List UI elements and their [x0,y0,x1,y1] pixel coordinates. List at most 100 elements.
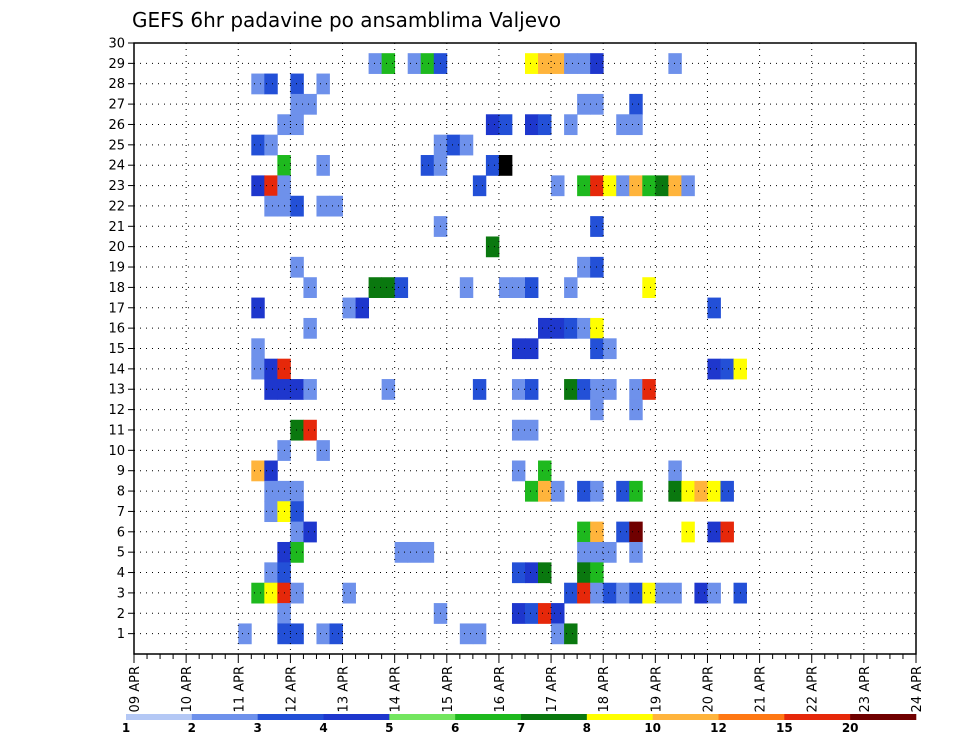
heatmap-cell [290,73,304,95]
heatmap-cell [538,114,552,136]
heatmap-cell [603,379,617,400]
heatmap-cell [564,317,578,339]
heatmap-cell [551,317,565,339]
y-tick-label: 25 [108,138,125,153]
heatmap-cell [251,460,265,482]
heatmap-cell [525,114,539,136]
heatmap-cell [485,114,500,136]
heatmap-cell [668,480,682,502]
heatmap-cell [538,480,552,502]
y-tick-label: 8 [117,485,125,500]
y-tick-label: 14 [108,362,125,377]
heatmap-cell [329,623,343,645]
y-tick-label: 19 [108,261,125,276]
heatmap-cell [303,379,317,400]
heatmap-cell [577,521,591,543]
heatmap-cell [459,134,474,156]
colorbar-label: 7 [517,721,525,735]
y-tick-label: 15 [108,342,125,357]
heatmap-cell [707,297,721,319]
y-tick-label: 22 [108,199,125,214]
heatmap-cell [720,480,734,502]
heatmap-cell [264,582,278,604]
heatmap-cell [420,155,435,176]
colorbar-swatch [389,714,456,720]
colorbar-swatch [126,714,193,720]
heatmap-cell [342,582,356,604]
heatmap-cell [381,277,396,298]
heatmap-cell [642,277,656,298]
heatmap-cell [551,603,565,624]
heatmap-cell [485,236,500,258]
heatmap-cell [459,277,474,298]
heatmap-cell [564,277,578,298]
heatmap-cell [525,480,539,502]
heatmap-cell [525,562,539,584]
heatmap-cell [551,480,565,502]
heatmap-cell [420,541,435,563]
y-tick-label: 20 [108,240,125,255]
y-tick-label: 23 [108,179,125,194]
x-tick-label: 19 APR [649,666,664,712]
heatmap-cell [564,379,578,400]
heatmap-cell [629,541,643,563]
x-tick-label: 09 APR [128,666,143,712]
y-axis: 1234567891011121314151617181920212223242… [108,37,134,642]
heatmap-cell [629,521,643,543]
x-tick-label: 11 APR [232,666,247,712]
heatmap-cell [394,277,409,298]
heatmap-cell [316,155,330,176]
y-tick-label: 5 [117,546,125,561]
heatmap-cell [551,175,565,197]
heatmap-cell [668,53,682,74]
y-tick-label: 24 [108,159,125,174]
heatmap-cell [290,256,304,278]
y-tick-label: 16 [108,322,125,337]
heatmap-cell [407,53,422,74]
y-tick-label: 18 [108,281,125,296]
heatmap-cell [577,379,591,400]
heatmap-cell [629,175,643,197]
heatmap-cell [603,338,617,360]
colorbar-label: 1 [122,721,130,735]
colorbar-swatch [455,714,522,720]
heatmap-cell [472,379,487,400]
heatmap-cell [251,582,265,604]
heatmap-cell [264,134,278,156]
heatmap-cell [629,93,643,115]
heatmap-cell [629,379,643,400]
colorbar-label: 5 [385,721,393,735]
heatmap-cell [316,195,330,217]
heatmap-cell [707,358,721,380]
heatmap-cell [616,175,630,197]
heatmap-cell [642,379,656,400]
colorbar-label: 20 [842,721,859,735]
heatmap-cell [629,114,643,136]
colorbar-label: 15 [776,721,793,735]
heatmap-cell [420,53,435,74]
colorbar-label: 10 [644,721,661,735]
heatmap-cell [303,419,317,441]
heatmap-cell [577,93,591,115]
heatmap-cell [603,582,617,604]
y-tick-label: 6 [117,525,125,540]
x-tick-label: 17 APR [545,666,560,712]
heatmap-cell [264,562,278,584]
heatmap-cell [603,541,617,563]
heatmap-cell [629,480,643,502]
y-tick-label: 7 [117,505,125,520]
heatmap-cell [707,521,721,543]
heatmap-cell [564,582,578,604]
heatmap-cell [485,155,500,176]
colorbar-swatch [323,714,390,720]
heatmap-cell [694,582,708,604]
x-axis: 09 APR 10 APR 11 APR 12 APR 13 APR 14 APR 15 A… [128,654,925,712]
heatmap-cell [538,603,552,624]
heatmap-cell [446,134,461,156]
colorbar-label: 2 [188,721,196,735]
x-tick-label: 20 APR [701,666,716,712]
heatmap-cell [264,379,278,400]
heatmap-cell [707,582,721,604]
y-tick-label: 28 [108,77,125,92]
heatmap-cell [577,53,591,74]
